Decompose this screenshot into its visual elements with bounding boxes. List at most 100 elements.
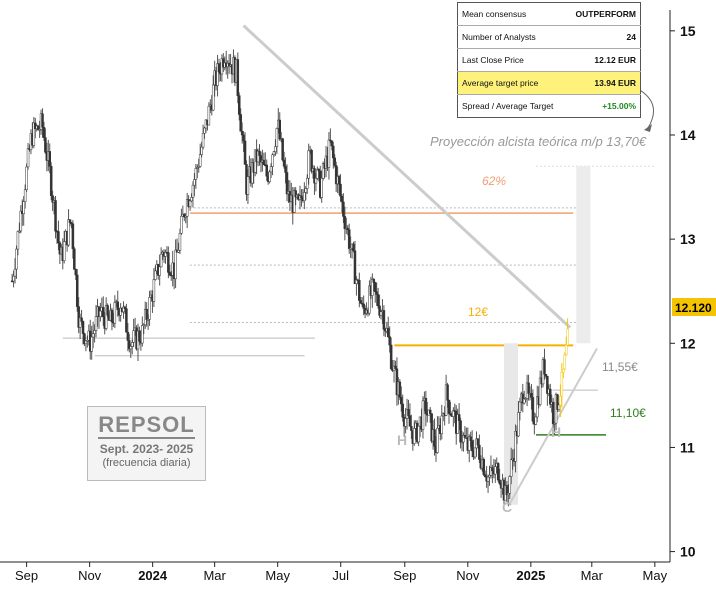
candle-body (243, 140, 247, 165)
y-tick-label: 10 (680, 544, 696, 560)
candle-body (560, 371, 564, 397)
candle-body (488, 475, 491, 478)
candle-body (534, 416, 538, 425)
candle-body (562, 368, 565, 373)
x-ticks: Sep Nov 2024 Mar May Jul Sep Nov 2025 Mar May (15, 562, 668, 583)
candle-body (207, 105, 211, 126)
candle-body (538, 377, 542, 405)
candle-body (239, 114, 242, 132)
candle-body (281, 138, 284, 161)
candle-body (19, 210, 23, 232)
candle-body (91, 333, 95, 338)
candle-body (551, 401, 555, 425)
candle-body (74, 269, 78, 276)
candle-body (42, 127, 46, 138)
candle-body (73, 248, 76, 270)
candle-body (123, 306, 127, 309)
candle-body (518, 401, 522, 413)
consensus-row: Last Close Price 12.12 EUR (457, 48, 641, 72)
x-tick-label: Sep (15, 568, 38, 583)
candle-body (353, 250, 357, 285)
candle-body (305, 177, 309, 189)
candle-body (282, 159, 286, 167)
candle-body (41, 113, 44, 128)
y-ticks: 10 11 12 13 14 15 (670, 23, 696, 560)
candle-body (382, 310, 386, 330)
annotations: Proyección alcista teórica m/p 13,70€ 62… (397, 134, 716, 515)
candle-body (193, 179, 196, 186)
candle-body (262, 159, 266, 165)
candle-body (517, 412, 520, 437)
candle-body (340, 196, 344, 203)
candle-body (148, 297, 151, 320)
candle-body (25, 166, 28, 190)
candle-body (190, 197, 193, 202)
candle-body (486, 476, 490, 482)
x-tick-label: Nov (456, 568, 480, 583)
candle-body (469, 436, 472, 441)
candle-body (83, 333, 86, 344)
candle-body (470, 440, 474, 452)
candle-body (71, 223, 75, 250)
candle-body (563, 354, 566, 370)
consensus-label: Number of Analysts (457, 25, 566, 49)
candle-body (404, 418, 407, 427)
consensus-label: Mean consensus (457, 2, 566, 26)
candle-body (424, 398, 428, 415)
candle-body (310, 149, 313, 172)
candle-body (531, 397, 535, 422)
candle-body (314, 178, 318, 184)
candle-body (275, 128, 279, 147)
x-tick-label: 2024 (138, 568, 168, 583)
candle-body (398, 381, 402, 398)
candle-body (268, 171, 271, 182)
candle-body (246, 176, 250, 195)
candle-body (463, 435, 467, 438)
candle-body (236, 59, 240, 96)
candle-body (376, 294, 380, 307)
candle-body (13, 268, 17, 277)
y-tick-label: 13 (680, 231, 696, 247)
candle-body (158, 266, 161, 276)
candle-body (557, 404, 561, 410)
projection-label: Proyección alcista teórica m/p 13,70€ (430, 134, 647, 149)
candle-body (284, 165, 287, 173)
candle-body (145, 308, 148, 320)
candle-body (99, 310, 102, 317)
candle-body (62, 241, 66, 261)
candle-body (23, 189, 27, 202)
candle-body (362, 303, 365, 309)
candle-body (90, 336, 93, 352)
projection-bar (576, 166, 591, 344)
candle-body (358, 280, 361, 301)
candle-body (242, 134, 245, 142)
candle-body (201, 132, 205, 148)
candle-body (152, 279, 156, 302)
candle-body (482, 459, 485, 475)
candle-body (185, 199, 189, 217)
logo-name: REPSOL (98, 412, 195, 439)
candle-body (386, 328, 390, 337)
candle-body (543, 359, 546, 375)
x-tick-label: Jul (332, 568, 349, 583)
candle-body (200, 146, 203, 155)
consensus-value: 24 (565, 25, 641, 49)
candle-body (327, 139, 331, 168)
candle-body (447, 399, 451, 414)
pattern-h1-label: H (397, 432, 407, 448)
candle-body (240, 130, 244, 136)
pattern-h2-label: H (551, 424, 561, 440)
candle-body (274, 146, 277, 152)
candle-body (433, 429, 436, 447)
candle-body (258, 150, 261, 156)
candle-body (408, 415, 412, 427)
consensus-value: 13.94 EUR (565, 71, 641, 95)
candle-body (410, 426, 413, 431)
candle-body (530, 392, 533, 398)
candle-body (375, 291, 378, 295)
candle-body (15, 248, 18, 270)
candle-body (564, 344, 568, 356)
candle-body (188, 200, 192, 207)
candle-body (49, 166, 53, 196)
